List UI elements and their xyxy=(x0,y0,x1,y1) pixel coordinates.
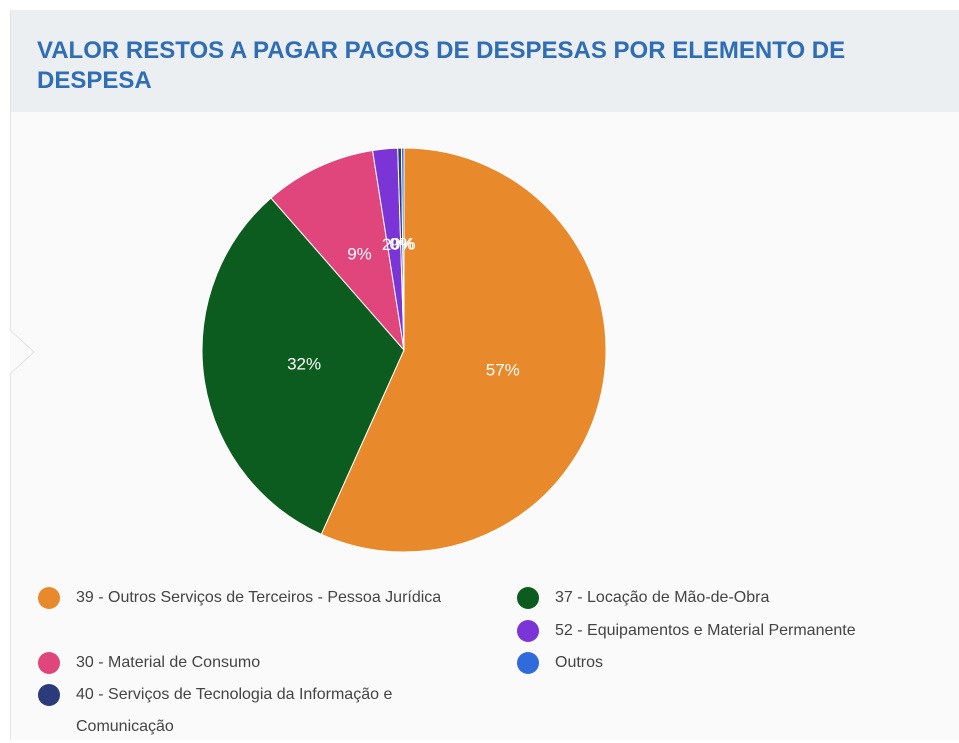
legend-swatch xyxy=(38,684,60,706)
data-label: 9% xyxy=(347,244,372,263)
data-label: 0% xyxy=(389,234,414,253)
legend-label: 40 - Serviços de Tecnologia da Informaçã… xyxy=(76,686,393,735)
data-label: 32% xyxy=(287,354,321,373)
pie-slice xyxy=(320,147,607,553)
legend-swatch xyxy=(517,652,539,674)
pie-slice xyxy=(400,147,405,351)
chart-title: VALOR RESTOS A PAGAR PAGOS DE DESPESAS P… xyxy=(37,37,846,94)
data-label: 0% xyxy=(391,234,416,253)
panel-notch xyxy=(9,329,35,375)
chart-panel: VALOR RESTOS A PAGAR PAGOS DE DESPESAS P… xyxy=(10,10,959,740)
data-label: 57% xyxy=(486,361,520,380)
legend-item[interactable]: 40 - Serviços de Tecnologia da Informaçã… xyxy=(38,679,461,743)
legend-label: Outros xyxy=(555,654,604,671)
pie-slice xyxy=(201,197,405,535)
legend-label: 39 - Outros Serviços de Terceiros - Pess… xyxy=(76,589,442,606)
legend-item[interactable]: 30 - Material de Consumo xyxy=(38,647,461,679)
legend-swatch xyxy=(38,652,60,674)
legend-swatch xyxy=(38,587,60,609)
legend-item[interactable]: Outros xyxy=(517,647,955,679)
legend-label: 37 - Locação de Mão-de-Obra xyxy=(555,589,770,606)
legend-swatch xyxy=(517,620,539,642)
legend-label: 30 - Material de Consumo xyxy=(76,654,261,671)
chart-header: VALOR RESTOS A PAGAR PAGOS DE DESPESAS P… xyxy=(11,10,959,112)
legend-item[interactable]: 52 - Equipamentos e Material Permanente xyxy=(517,615,955,647)
pie-slice xyxy=(270,149,405,352)
legend-label: 52 - Equipamentos e Material Permanente xyxy=(555,622,856,639)
legend-item[interactable]: 39 - Outros Serviços de Terceiros - Pess… xyxy=(38,582,461,614)
legend-item[interactable]: 37 - Locação de Mão-de-Obra xyxy=(517,582,955,614)
legend-swatch xyxy=(517,587,539,609)
